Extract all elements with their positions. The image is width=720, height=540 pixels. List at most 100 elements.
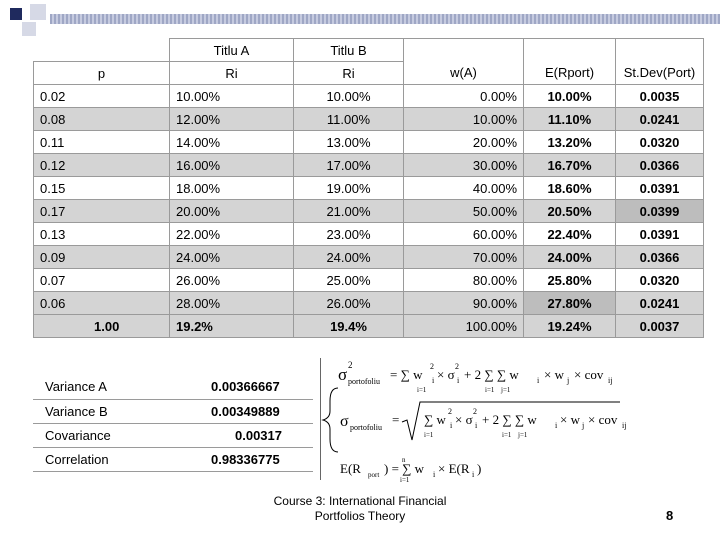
portfolio-table: Titlu A Titlu B p Ri Ri w(A) E(Rport) St… xyxy=(33,38,704,338)
cell-p: 0.13 xyxy=(33,222,170,246)
col-header-ri-a: Ri xyxy=(169,61,294,85)
cell-ri-b: 24.00% xyxy=(293,245,404,269)
cell-erport: 11.10% xyxy=(523,107,616,131)
stdev-formula: σ portofoliu = ∑ w i 2 × σ i 2 + 2 ∑ ∑ w… xyxy=(340,401,626,441)
cell-ri-b: 21.00% xyxy=(293,199,404,223)
cell-ri-a: 20.00% xyxy=(169,199,294,223)
cell-ri-b: 13.00% xyxy=(293,130,404,154)
svg-text:i: i xyxy=(472,470,475,479)
total-p: 1.00 xyxy=(33,314,170,338)
svg-text:× w: × w xyxy=(544,367,565,382)
cell-wa: 80.00% xyxy=(403,268,524,292)
cell-p: 0.07 xyxy=(33,268,170,292)
svg-text:i=1: i=1 xyxy=(424,431,434,439)
svg-text:× cov: × cov xyxy=(574,367,604,382)
svg-text:+ 2 ∑ ∑ w: + 2 ∑ ∑ w xyxy=(464,367,519,382)
cell-erport: 10.00% xyxy=(523,84,616,108)
cell-ri-a: 22.00% xyxy=(169,222,294,246)
cell-ri-b: 19.00% xyxy=(293,176,404,200)
sigma-subscript: portofoliu xyxy=(350,423,382,432)
header-stripe-bar xyxy=(50,14,720,24)
cell-wa: 40.00% xyxy=(403,176,524,200)
sigma-symbol: σ xyxy=(338,365,347,384)
cell-p: 0.15 xyxy=(33,176,170,200)
cell-ri-a: 12.00% xyxy=(169,107,294,131)
cell-erport: 13.20% xyxy=(523,130,616,154)
col-header-p: p xyxy=(33,61,170,85)
svg-text:n: n xyxy=(402,456,406,464)
stat-value-covariance: 0.00317 xyxy=(179,423,313,448)
svg-text:) = ∑ w: ) = ∑ w xyxy=(384,461,425,476)
total-row: 1.00 19.2% 19.4% 100.00% 19.24% 0.0037 xyxy=(33,314,704,338)
cell-ri-a: 10.00% xyxy=(169,84,294,108)
cell-p: 0.08 xyxy=(33,107,170,131)
svg-text:i=1: i=1 xyxy=(400,476,410,482)
cell-wa: 10.00% xyxy=(403,107,524,131)
total-ri-a: 19.2% xyxy=(169,314,294,338)
statistics-table: Variance A 0.00366667 Variance B 0.00349… xyxy=(33,375,313,472)
svg-text:× σ: × σ xyxy=(437,367,455,382)
cell-erport: 18.60% xyxy=(523,176,616,200)
cell-stdev: 0.0241 xyxy=(615,107,704,131)
cell-ri-a: 16.00% xyxy=(169,153,294,177)
stat-row: Variance A 0.00366667 xyxy=(33,375,313,400)
stat-value-variance-a: 0.00366667 xyxy=(179,375,313,400)
cell-stdev: 0.0366 xyxy=(615,245,704,269)
table-row: 0.11 14.00% 13.00% 20.00% 13.20% 0.0320 xyxy=(33,130,704,154)
svg-text:i: i xyxy=(432,376,435,385)
cell-ri-a: 28.00% xyxy=(169,291,294,315)
svg-text:× cov: × cov xyxy=(588,412,618,427)
cell-ri-b: 11.00% xyxy=(293,107,404,131)
table-row: 0.17 20.00% 21.00% 50.00% 20.50% 0.0399 xyxy=(33,199,704,223)
corner-square-decoration xyxy=(22,22,36,36)
cell-ri-a: 18.00% xyxy=(169,176,294,200)
cell-stdev: 0.0391 xyxy=(615,176,704,200)
col-header-ri-b: Ri xyxy=(293,61,404,85)
brace-icon xyxy=(321,387,339,453)
stat-value-variance-b: 0.00349889 xyxy=(179,399,313,424)
cell-erport: 20.50% xyxy=(523,199,616,223)
formula-panel: σ 2 portofoliu = ∑ w i 2 × σ i 2 + 2 ∑ ∑… xyxy=(320,358,626,482)
cell-wa: 20.00% xyxy=(403,130,524,154)
svg-text:ij: ij xyxy=(622,421,626,430)
table-row: 0.07 26.00% 25.00% 80.00% 25.80% 0.0320 xyxy=(33,268,704,292)
cell-ri-b: 25.00% xyxy=(293,268,404,292)
svg-text:+ 2 ∑ ∑ w: + 2 ∑ ∑ w xyxy=(482,412,537,427)
svg-text:i=1: i=1 xyxy=(485,386,495,394)
footer-line-2: Portfolios Theory xyxy=(314,509,406,523)
cell-wa: 90.00% xyxy=(403,291,524,315)
col-header-erport: E(Rport) xyxy=(523,61,616,85)
cell-p: 0.11 xyxy=(33,130,170,154)
svg-text:): ) xyxy=(477,461,481,476)
footer-course-title: Course 3: International Financial Portfo… xyxy=(250,494,470,524)
cell-stdev: 0.0366 xyxy=(615,153,704,177)
svg-text:2: 2 xyxy=(430,362,434,371)
group-header-titlu-a: Titlu A xyxy=(169,38,294,62)
svg-text:2: 2 xyxy=(348,360,353,370)
expected-return-formula: E(R port ) = ∑ w i × E(R i ) n i=1 xyxy=(340,456,481,482)
table-row: 0.08 12.00% 11.00% 10.00% 11.10% 0.0241 xyxy=(33,107,704,131)
svg-text:2: 2 xyxy=(448,407,452,416)
svg-text:j: j xyxy=(581,421,584,430)
svg-text:i=1: i=1 xyxy=(502,431,512,439)
svg-text:i=1: i=1 xyxy=(417,386,427,394)
total-stdev: 0.0037 xyxy=(615,314,704,338)
group-header-titlu-b: Titlu B xyxy=(293,38,404,62)
cell-stdev: 0.0320 xyxy=(615,268,704,292)
table-row: 0.06 28.00% 26.00% 90.00% 27.80% 0.0241 xyxy=(33,291,704,315)
cell-wa: 0.00% xyxy=(403,84,524,108)
corner-square-decoration xyxy=(10,8,22,20)
cell-ri-b: 26.00% xyxy=(293,291,404,315)
cell-wa: 60.00% xyxy=(403,222,524,246)
svg-text:j: j xyxy=(566,376,569,385)
cell-ri-a: 24.00% xyxy=(169,245,294,269)
page-number: 8 xyxy=(666,508,674,523)
cell-ri-a: 14.00% xyxy=(169,130,294,154)
stat-label-correlation: Correlation xyxy=(33,447,179,472)
svg-text:j=1: j=1 xyxy=(500,386,511,394)
table-row: 0.12 16.00% 17.00% 30.00% 16.70% 0.0366 xyxy=(33,153,704,177)
svg-text:i: i xyxy=(433,470,436,479)
cell-erport: 24.00% xyxy=(523,245,616,269)
table-row: 0.15 18.00% 19.00% 40.00% 18.60% 0.0391 xyxy=(33,176,704,200)
svg-text:2: 2 xyxy=(455,362,459,371)
